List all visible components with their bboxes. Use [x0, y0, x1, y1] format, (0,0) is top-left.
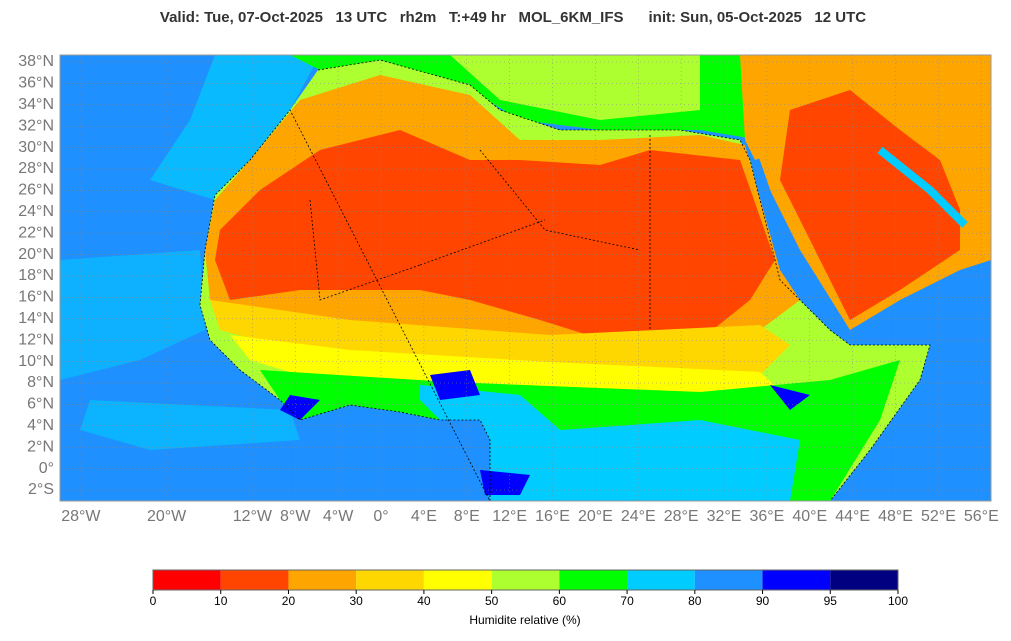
lat-label: 18°N — [18, 267, 54, 284]
lon-label: 44°E — [835, 508, 870, 525]
colorbar-tick-label: 40 — [417, 594, 431, 608]
colorbar-segment — [559, 570, 628, 590]
colorbar-tick-label: 30 — [350, 594, 364, 608]
lat-label: 4°N — [27, 417, 54, 434]
lat-label: 6°N — [27, 396, 54, 413]
lon-label: 20°W — [147, 508, 187, 525]
lat-label: 30°N — [18, 139, 54, 156]
lon-label: 8°E — [454, 508, 480, 525]
colorbar-tick-label: 0 — [150, 594, 157, 608]
colorbar-segment — [220, 570, 289, 590]
lon-label: 4°E — [411, 508, 437, 525]
colorbar-tick-label: 95 — [824, 594, 838, 608]
map-frame — [59, 54, 992, 502]
colorbar-segment — [830, 570, 898, 590]
lat-label: 0° — [39, 460, 54, 477]
colorbar: 0 10 20 30 40 50 60 70 80 90 95 100 — [150, 569, 908, 608]
colorbar-segment — [356, 570, 424, 590]
colorbar-segment — [423, 570, 492, 590]
colorbar-segment — [288, 570, 357, 590]
lat-label: 20°N — [18, 246, 54, 263]
lon-label: 40°E — [792, 508, 827, 525]
colorbar-tick-label: 10 — [214, 594, 228, 608]
colorbar-tick-label: 20 — [282, 594, 296, 608]
lon-label: 56°E — [964, 508, 999, 525]
lat-label: 22°N — [18, 224, 54, 241]
lat-label: 12°N — [18, 331, 54, 348]
lon-label: 16°E — [535, 508, 570, 525]
lat-label: 16°N — [18, 289, 54, 306]
humidity-field — [60, 55, 991, 501]
colorbar-tick-label: 80 — [688, 594, 702, 608]
lat-label: 8°N — [27, 374, 54, 391]
colorbar-tick-label: 50 — [485, 594, 499, 608]
lon-label: 12°E — [492, 508, 527, 525]
colorbar-tick-label: 100 — [888, 594, 908, 608]
title: Valid: Tue, 07-Oct-2025 13 UTC rh2m T:+4… — [160, 9, 866, 26]
lon-label: 20°E — [578, 508, 613, 525]
colorbar-segment — [627, 570, 695, 590]
lat-label: 32°N — [18, 117, 54, 134]
colorbar-tick-label: 70 — [620, 594, 634, 608]
lat-label: 34°N — [18, 96, 54, 113]
lat-label: 10°N — [18, 353, 54, 370]
lat-label: 14°N — [18, 310, 54, 327]
colorbar-label: Humidite relative (%) — [469, 613, 580, 627]
colorbar-frame — [152, 569, 899, 591]
colorbar-segment — [694, 570, 763, 590]
lon-label: 28°E — [664, 508, 699, 525]
colorbar-tick-label: 60 — [553, 594, 567, 608]
lon-label: 28°W — [61, 508, 101, 525]
lon-label: 52°E — [921, 508, 956, 525]
colorbar-segment — [153, 570, 221, 590]
colorbar-tick-label: 90 — [756, 594, 770, 608]
lat-label: 38°N — [18, 53, 54, 70]
lat-label: 28°N — [18, 160, 54, 177]
lat-label: 2°S — [28, 481, 54, 498]
lon-label: 8°W — [280, 508, 311, 525]
lon-label: 0° — [373, 508, 388, 525]
lon-label: 12°W — [233, 508, 273, 525]
lon-label: 36°E — [749, 508, 784, 525]
lat-label: 24°N — [18, 203, 54, 220]
lat-label: 26°N — [18, 182, 54, 199]
lon-label: 32°E — [707, 508, 742, 525]
colorbar-segment — [491, 570, 560, 590]
lat-label: 2°N — [27, 438, 54, 455]
lon-label: 4°W — [323, 508, 354, 525]
colorbar-segment — [762, 570, 831, 590]
lon-label: 24°E — [621, 508, 656, 525]
lat-label: 36°N — [18, 75, 54, 92]
lon-label: 48°E — [878, 508, 913, 525]
